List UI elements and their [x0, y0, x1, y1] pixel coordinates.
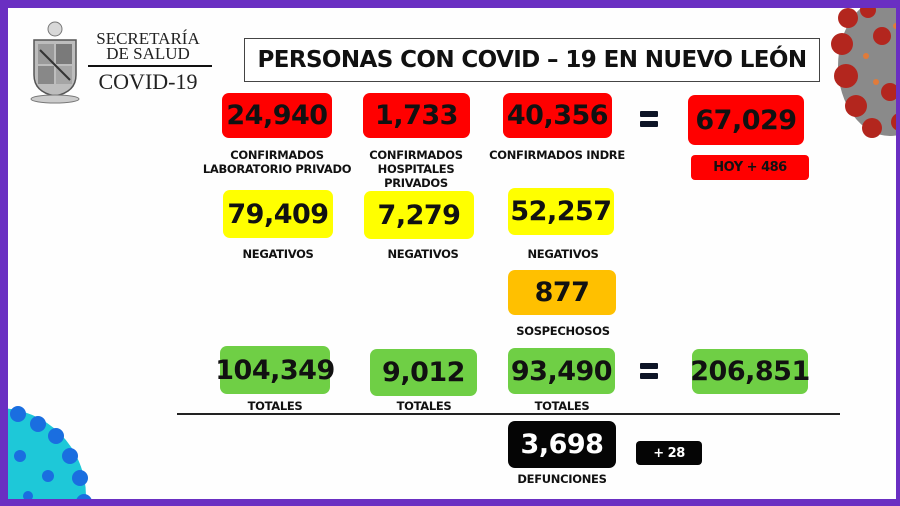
equals-icon [640, 111, 658, 131]
negatives-hosp-privados-label: NEGATIVOS [387, 247, 459, 261]
confirmed-total-value: 67,029 [688, 95, 804, 145]
totals-indre-value: 93,490 [508, 348, 615, 394]
negatives-hosp-privados-value: 7,279 [364, 191, 474, 239]
deaths-label: DEFUNCIONES [517, 472, 607, 486]
equals-icon [640, 363, 658, 383]
negatives-indre-value: 52,257 [508, 188, 614, 235]
totals-hosp-privados-label: TOTALES [396, 399, 452, 413]
org-name-line2: DE SALUD [106, 44, 190, 63]
confirmed-lab-privado-value: 24,940 [222, 93, 332, 138]
virus-illustration-blue [8, 406, 98, 499]
negatives-lab-privado-value: 79,409 [223, 190, 333, 238]
page-title: PERSONAS CON COVID – 19 EN NUEVO LEÓN [244, 38, 820, 82]
logo-divider [88, 65, 212, 67]
totals-indre-label: TOTALES [534, 399, 590, 413]
totals-hosp-privados-value: 9,012 [370, 349, 477, 396]
suspects-label: SOSPECHOSOS [516, 324, 610, 338]
virus-illustration-red [820, 8, 896, 144]
totals-lab-privado-value: 104,349 [215, 346, 335, 394]
totals-lab-privado-label: TOTALES [247, 399, 303, 413]
confirmed-today-badge: HOY + 486 [691, 155, 809, 180]
confirmed-hosp-privados-label: CONFIRMADOS HOSPITALES PRIVADOS [346, 148, 486, 190]
confirmed-indre-label: CONFIRMADOS INDRE [489, 148, 625, 162]
label-line: CONFIRMADOS [230, 148, 324, 162]
label-line: CONFIRMADOS [369, 148, 463, 162]
negatives-indre-label: NEGATIVOS [527, 247, 599, 261]
label-line: HOSPITALES PRIVADOS [377, 162, 455, 190]
negatives-lab-privado-label: NEGATIVOS [242, 247, 314, 261]
coat-of-arms-logo [26, 20, 84, 104]
grand-total-value: 206,851 [690, 349, 810, 394]
label-line: LABORATORIO PRIVADO [202, 162, 352, 176]
org-name-line3: COVID-19 [98, 69, 198, 94]
slide: SECRETARÍA DE SALUD COVID-19 PERSONAS CO… [8, 8, 896, 499]
org-name-line1: SECRETARÍA [96, 29, 200, 48]
deaths-value: 3,698 [508, 421, 616, 468]
deaths-today-badge: + 28 [636, 441, 702, 465]
suspects-value: 877 [508, 270, 616, 315]
confirmed-hosp-privados-value: 1,733 [363, 93, 470, 138]
section-divider [177, 413, 840, 415]
confirmed-lab-privado-label: CONFIRMADOS LABORATORIO PRIVADO [192, 148, 362, 176]
confirmed-indre-value: 40,356 [503, 93, 612, 138]
